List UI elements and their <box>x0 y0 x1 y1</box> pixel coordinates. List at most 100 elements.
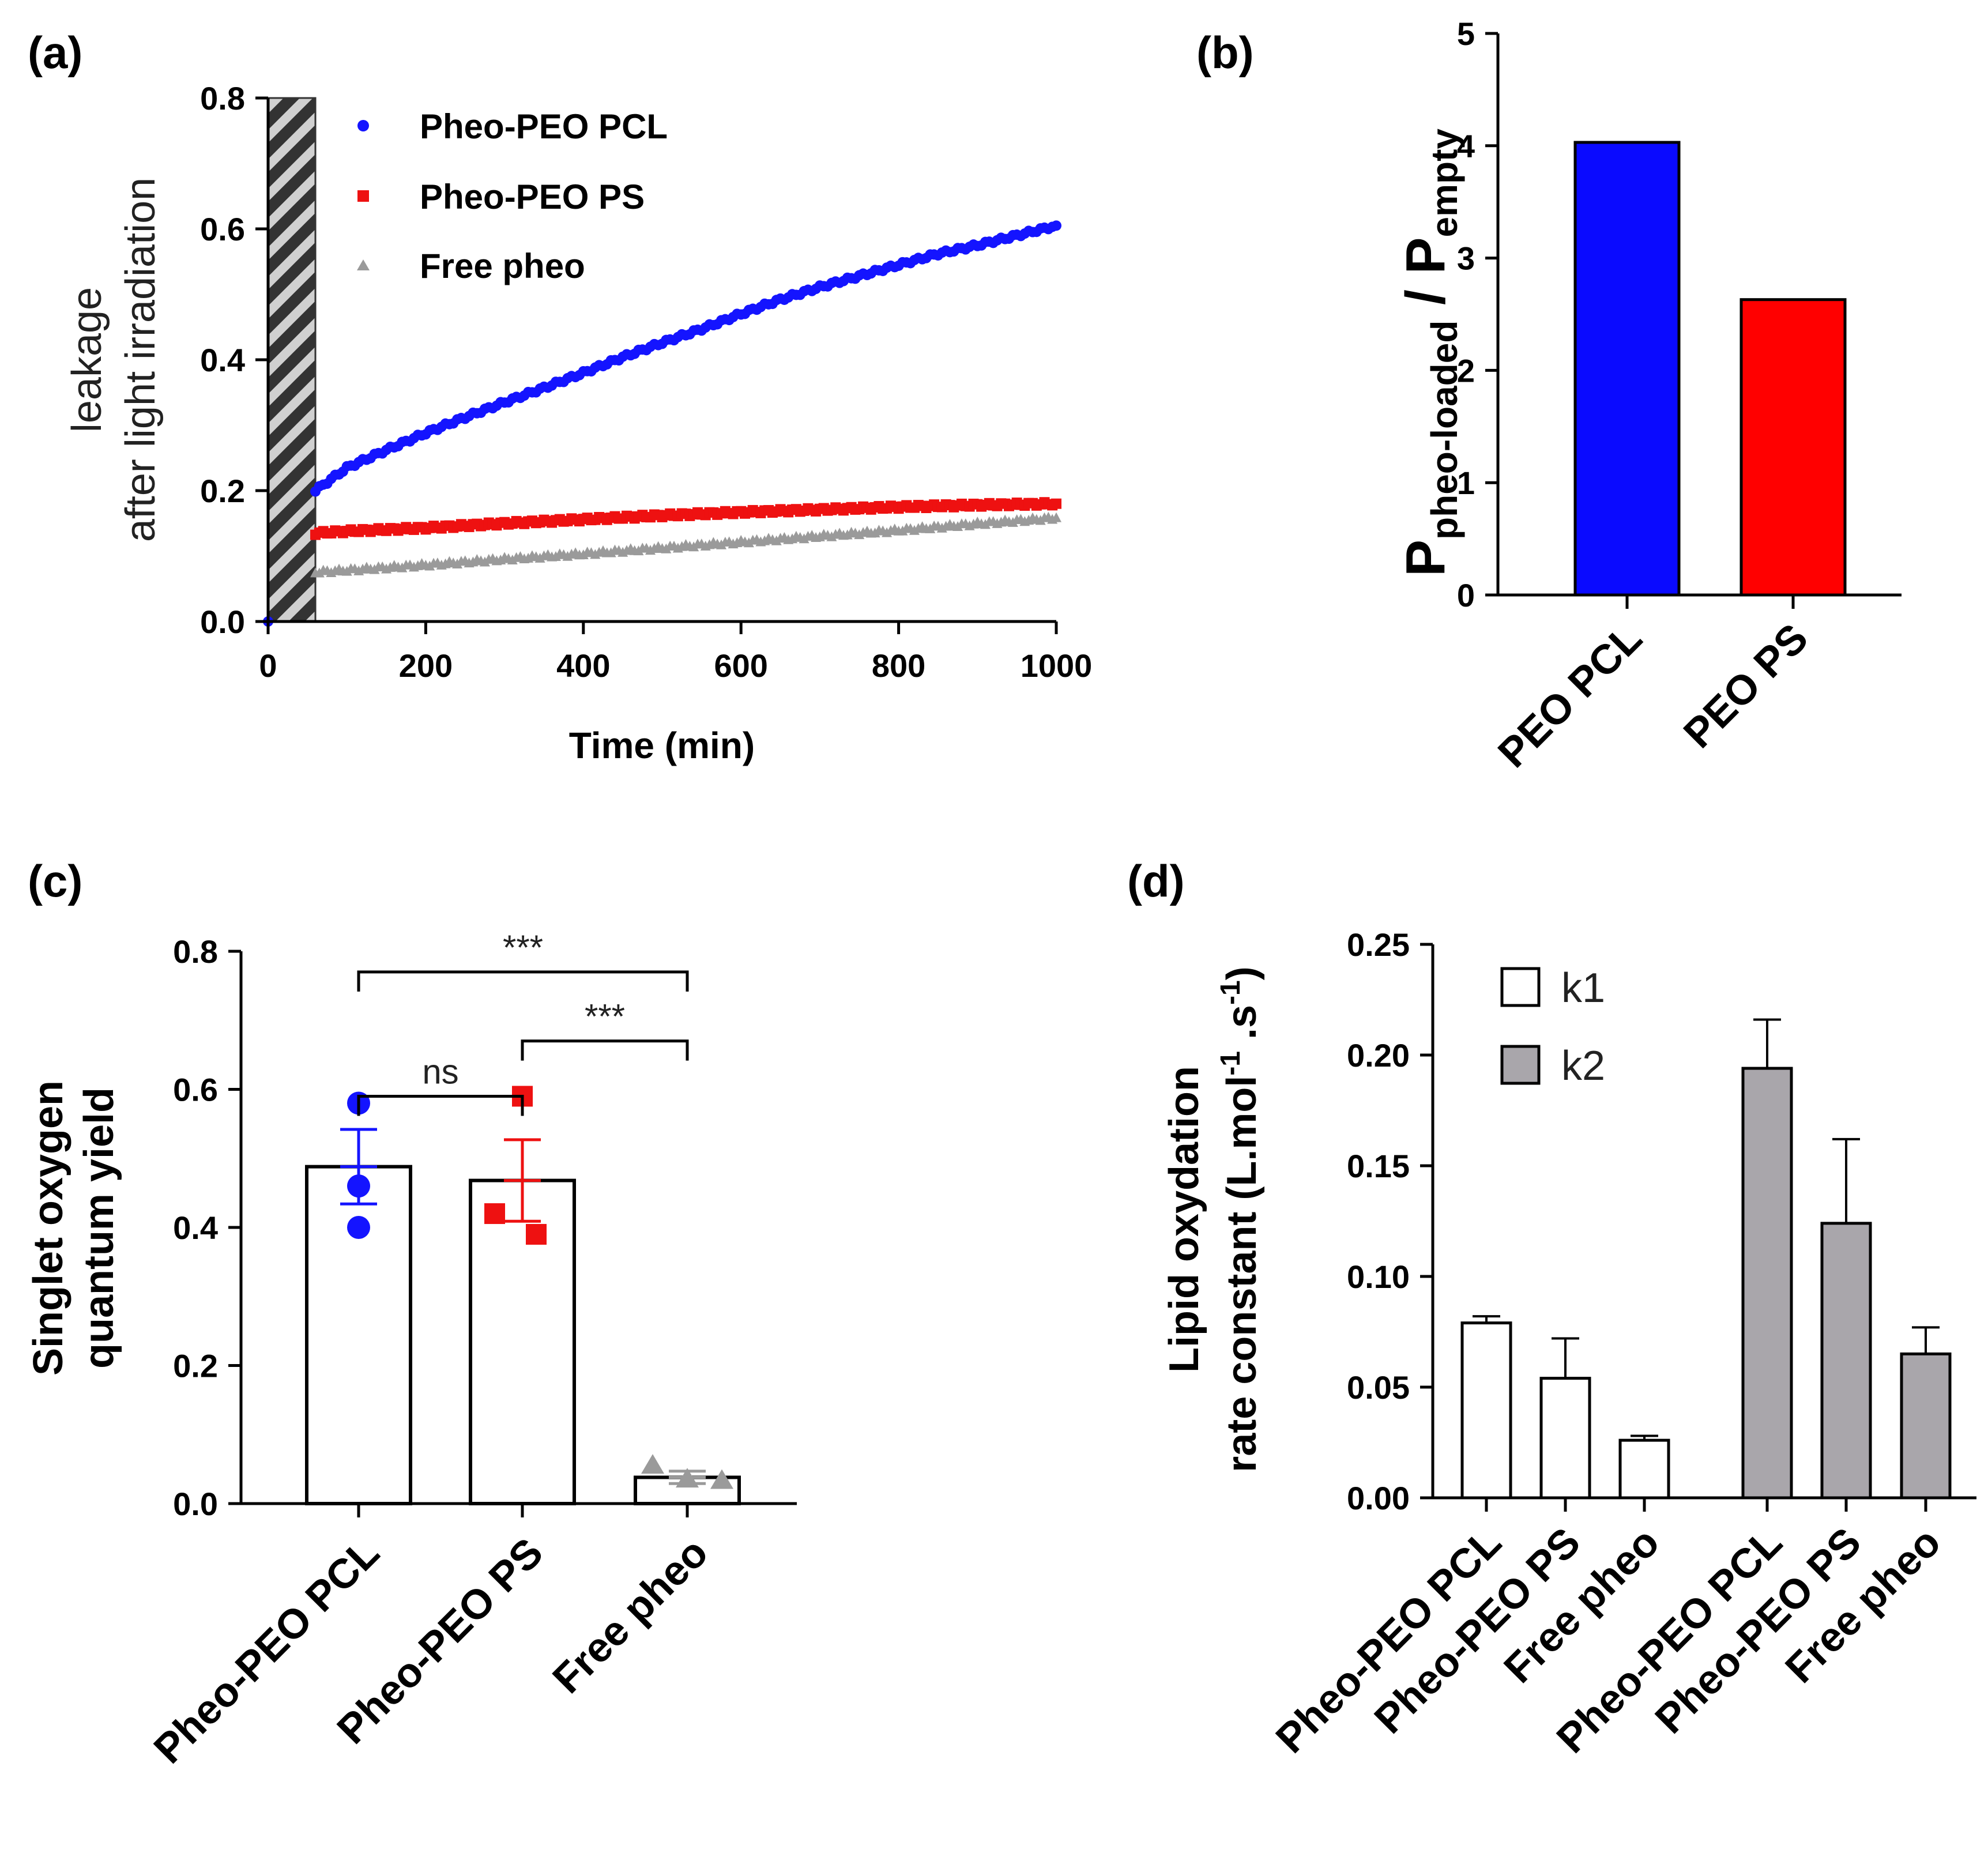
legend-marker-ps <box>357 190 369 202</box>
panel-d-legend: k1 k2 <box>1500 965 1605 1089</box>
data-point <box>759 535 770 545</box>
significance-label: *** <box>585 997 625 1036</box>
panel-b-ylabel-p: P <box>1395 540 1456 577</box>
significance-label: ns <box>422 1052 458 1091</box>
series-free-pheo <box>310 511 1061 578</box>
panel-a-x-tick-label: 600 <box>714 647 767 684</box>
significance-label: *** <box>503 928 543 967</box>
panel-b-ylabel-sep: / P <box>1395 237 1456 320</box>
panel-d-y-tick-label: 0.10 <box>1347 1259 1410 1295</box>
panel-d-y-tick-label: 0.25 <box>1347 926 1410 963</box>
panel-c-y-tick-label: 0.2 <box>173 1348 218 1384</box>
panel-c-ylabel-line2: quantum yield <box>76 1087 122 1369</box>
panel-c-y-tick-label: 0.4 <box>173 1210 218 1246</box>
panel-a-x-tick-label: 0 <box>259 647 277 684</box>
panel-a-ylabel-line2: after light irradiation <box>118 178 164 542</box>
bar-k1-pheo-peo-ps <box>1539 1377 1591 1500</box>
irradiation-shaded-region <box>267 97 317 623</box>
panel-b-x-tick-label: PEO PCL <box>1489 615 1651 777</box>
data-point <box>507 555 518 565</box>
panel-d-ylabel-part-b: .s <box>1219 1005 1265 1051</box>
panel-a-y-tick-label: 0.6 <box>200 211 245 247</box>
panel-b-ylabel-sub2: empty <box>1424 129 1465 238</box>
panel-b-ylabel: Ppheo-loaded / Pempty <box>1395 129 1465 577</box>
data-point <box>468 556 479 567</box>
legend-swatch-k1 <box>1500 967 1541 1007</box>
panel-b-y-tick-label: 1 <box>1457 465 1475 501</box>
panel-a-label: (a) <box>28 27 82 78</box>
legend-label-k1: k1 <box>1561 965 1605 1011</box>
data-point <box>1051 220 1061 231</box>
panel-a-x-tick-label: 400 <box>556 647 610 684</box>
bar-k2-free-pheo <box>1900 1352 1952 1500</box>
series-pheo-peo-pcl <box>263 220 1061 627</box>
significance-bracket <box>521 1039 689 1061</box>
panel-a-x-tick-label: 800 <box>872 647 925 684</box>
series-pheo-peo-ps <box>310 497 1061 540</box>
significance-bracket <box>357 970 689 992</box>
bar-k1-free-pheo <box>1618 1438 1670 1500</box>
bar-k1-pheo-peo-pcl <box>1460 1321 1512 1500</box>
panel-d-y-tick-label: 0.20 <box>1347 1037 1410 1073</box>
panel-a-y-tick-label: 0.8 <box>200 80 245 116</box>
data-point <box>1051 498 1061 509</box>
panel-a-y-tick-label: 0.2 <box>200 473 245 509</box>
panel-c: (c) 0.00.20.40.60.8 Pheo-PEO PCLPheo-PEO… <box>25 856 797 1772</box>
bar-k2-pheo-peo-pcl <box>1741 1067 1793 1500</box>
panel-d-ylabel-line2: rate constant (L.mol-1 .s-1) <box>1215 966 1265 1472</box>
panel-d-ylabel-part-c: ) <box>1219 966 1265 980</box>
panel-b-y-tick-label: 0 <box>1457 577 1475 613</box>
panel-a-legend: Pheo-PEO PCL Pheo-PEO PS Free pheo <box>357 107 668 285</box>
legend-marker-pcl <box>357 120 369 131</box>
panel-c-ylabel-line1: Singlet oxygen <box>25 1080 71 1376</box>
panel-a-y-tick-label: 0.0 <box>200 604 245 640</box>
panel-b-y-tick-label: 2 <box>1457 352 1475 389</box>
legend-label-k2: k2 <box>1561 1043 1605 1089</box>
panel-d-label: (d) <box>1127 856 1185 906</box>
panel-b-y-tick-label: 3 <box>1457 240 1475 277</box>
data-point <box>1051 512 1061 522</box>
bar-peo-ps <box>1739 298 1847 597</box>
panel-d: (d) 0.000.050.100.150.200.25 Pheo-PEO PC… <box>1127 856 1976 1762</box>
panel-d-y-tick-label: 0.05 <box>1347 1369 1410 1406</box>
panel-a-y-tick-label: 0.4 <box>200 342 245 378</box>
legend-label-ps: Pheo-PEO PS <box>420 178 645 216</box>
data-point <box>526 1223 547 1245</box>
panel-b: (b) 0 1 2 3 4 5 PEO PCL PEO PS Ppheo-loaded / … <box>1196 16 1902 777</box>
panel-d-y-tick-label: 0.15 <box>1347 1148 1410 1184</box>
legend-label-pcl: Pheo-PEO PCL <box>420 107 668 146</box>
panel-d-ylabel-part-a: rate constant (L.mol <box>1219 1076 1265 1472</box>
significance-bracket <box>357 1094 524 1116</box>
data-point <box>676 1468 699 1488</box>
panel-c-x-tick-label: Free pheo <box>544 1530 717 1702</box>
panel-d-ylabel-sup1: -1 <box>1215 1051 1246 1076</box>
panel-c-label: (c) <box>28 856 82 906</box>
panel-d-y-tick-label: 0.00 <box>1347 1480 1410 1516</box>
panel-b-x-tick-label: PEO PS <box>1675 615 1817 757</box>
panel-a: (a) 0.0 0.2 0.4 0.6 0.8 0 200 400 600 800 1000 le… <box>28 27 1092 766</box>
data-point <box>641 1454 664 1474</box>
panel-b-ylabel-sub1: pheo-loaded <box>1424 321 1465 540</box>
data-point <box>347 1216 370 1239</box>
panel-a-ylabel-line1: leakage <box>64 287 110 432</box>
panel-a-x-tick-label: 200 <box>399 647 453 684</box>
data-point <box>710 1469 733 1489</box>
data-point <box>799 533 809 544</box>
panel-c-y-tick-label: 0.8 <box>173 933 218 970</box>
panel-d-ylabel-line1: Lipid oxydation <box>1161 1066 1207 1373</box>
legend-swatch-k2 <box>1500 1045 1541 1085</box>
bar-k2-pheo-peo-ps <box>1820 1222 1872 1500</box>
panel-c-y-tick-label: 0.0 <box>173 1486 218 1522</box>
panel-b-y-tick-label: 5 <box>1457 16 1475 52</box>
bar-pheo-peo-ps <box>469 1178 576 1505</box>
bar-peo-pcl <box>1573 141 1681 597</box>
panel-b-label: (b) <box>1196 27 1254 78</box>
panel-a-x-tick-label: 1000 <box>1021 647 1093 684</box>
panel-c-y-tick-label: 0.6 <box>173 1072 218 1108</box>
panel-d-ylabel-sup2: -1 <box>1215 980 1246 1005</box>
legend-label-free: Free pheo <box>420 247 585 285</box>
legend-marker-free <box>357 259 370 270</box>
panel-a-xlabel: Time (min) <box>569 725 755 766</box>
data-point <box>347 1174 370 1198</box>
